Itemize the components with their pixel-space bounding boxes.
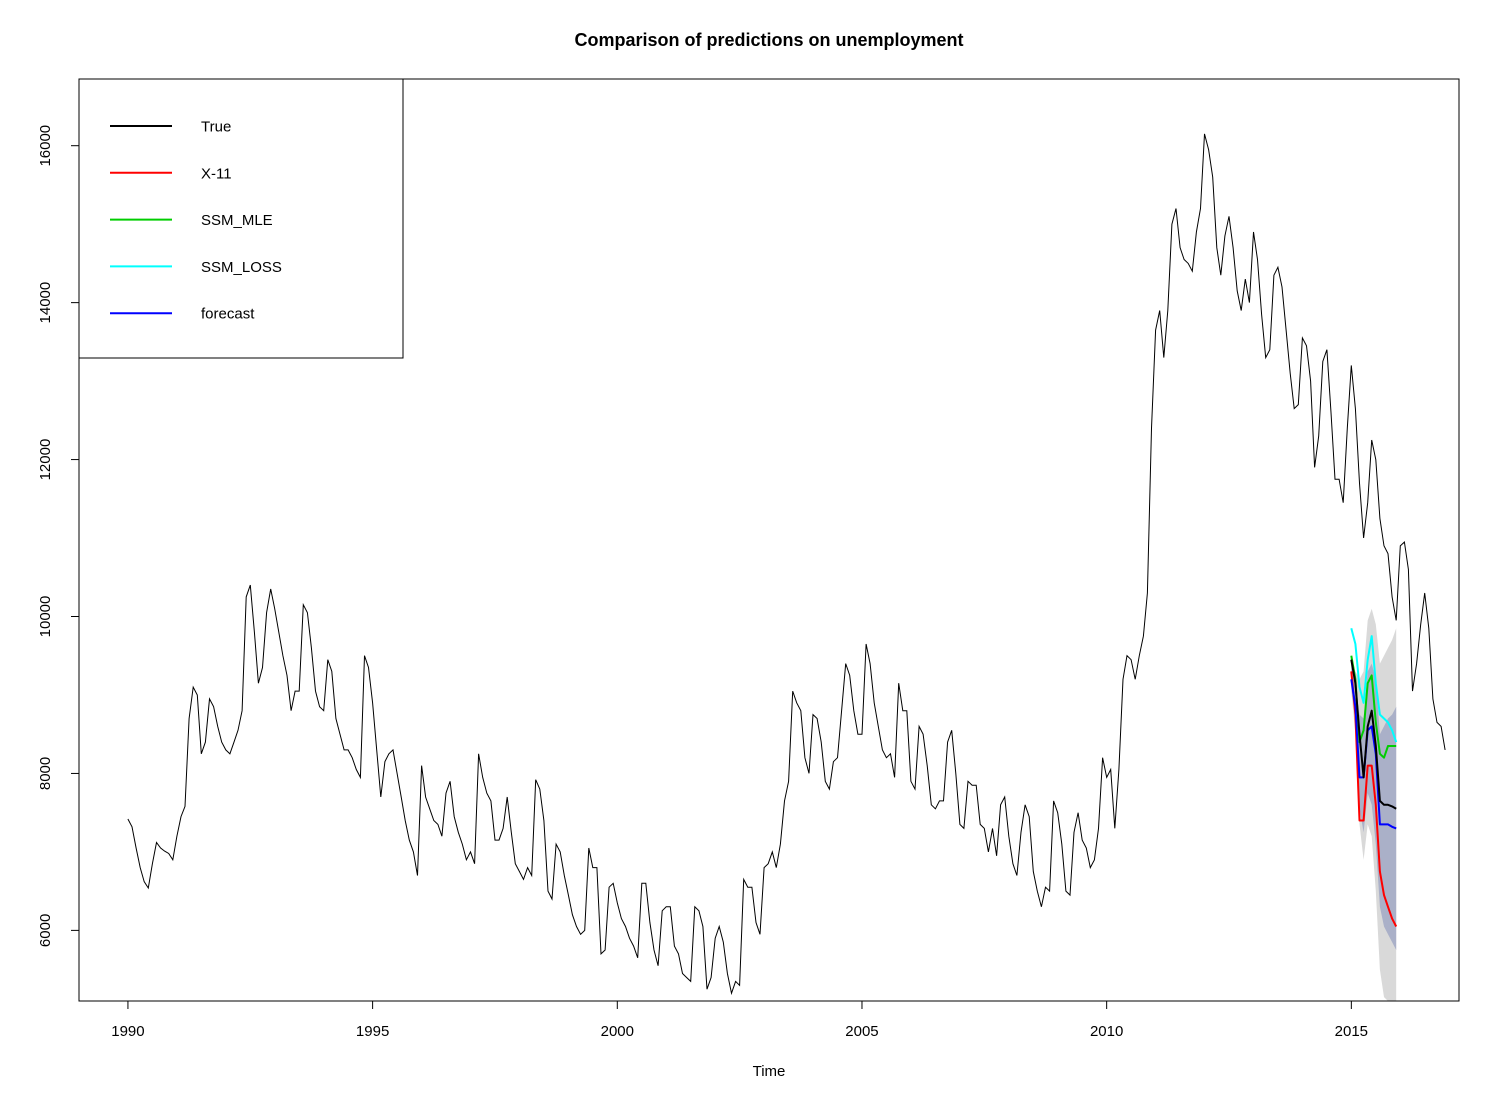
y-tick-label: 6000 [37,914,54,947]
y-tick-label: 16000 [37,125,54,167]
x-tick-label: 1990 [111,1023,144,1040]
x-tick-label: 2015 [1335,1023,1368,1040]
x-tick-label: 2010 [1090,1023,1123,1040]
y-axis: 6000 8000 10000 12000 14000 16000 [37,125,80,947]
y-tick-label: 8000 [37,757,54,790]
x-tick-label: 1995 [356,1023,389,1040]
series-line-forecast [1350,679,1397,830]
chart-title: Comparison of predictions on unemploymen… [574,30,963,50]
series-lines [127,133,1446,996]
y-tick-label: 10000 [37,596,54,638]
x-tick-label: 2005 [845,1023,878,1040]
series-line-true [1350,659,1397,810]
legend: True X-11 SSM_MLE SSM_LOSS forecast [78,78,404,359]
x-axis-title: Time [753,1063,786,1080]
x-axis: 1990 1995 2000 2005 2010 2015 [111,1000,1368,1040]
legend-label: SSM_LOSS [201,259,282,276]
legend-label: X-11 [201,165,232,182]
y-tick-label: 14000 [37,282,54,324]
x-tick-label: 2000 [601,1023,634,1040]
legend-label: SSM_MLE [201,212,273,229]
series-line-ssm-loss [1350,628,1398,743]
y-tick-label: 12000 [37,439,54,481]
legend-label: True [201,119,231,136]
series-line-x-11 [1350,671,1398,927]
legend-label: forecast [201,306,255,323]
history-line [127,133,1446,996]
